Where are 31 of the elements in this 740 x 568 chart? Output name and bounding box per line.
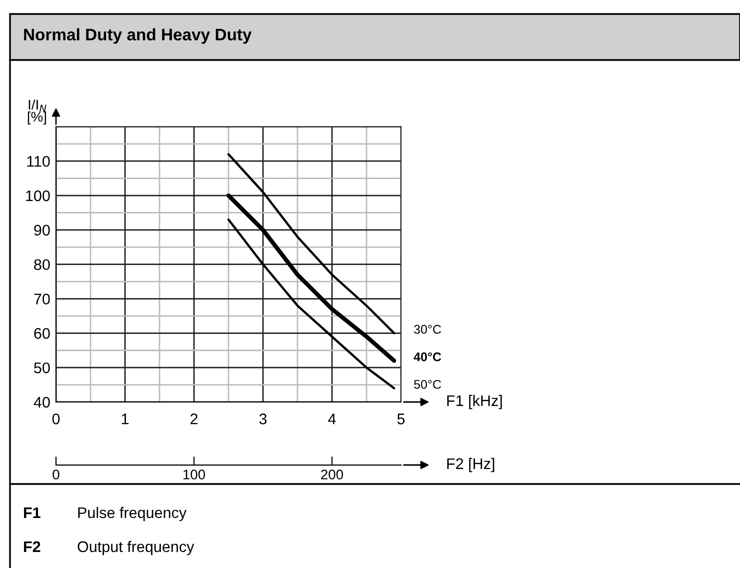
x-axis-title: F1 [kHz] bbox=[447, 394, 502, 410]
x-tick-label: 3 bbox=[259, 414, 267, 424]
x-tick-label: 0 bbox=[52, 414, 60, 424]
series-label: 30°C bbox=[414, 324, 441, 334]
y-tick-label: 100 bbox=[26, 190, 50, 202]
x2-tick-label: 0 bbox=[52, 470, 60, 480]
text: F1 bbox=[24, 507, 40, 518]
chart-title: Normal Duty and Heavy Duty bbox=[24, 28, 252, 44]
x-tick-label: 2 bbox=[190, 414, 198, 424]
line-series bbox=[226, 193, 396, 363]
y-tick-label: 70 bbox=[34, 294, 50, 304]
y-axis-title: I/I$_{N}$ [%] bbox=[28, 99, 46, 124]
y-tick-label: 60 bbox=[34, 328, 50, 339]
y-tick-label: 50 bbox=[34, 362, 50, 374]
y-tick-label: 80 bbox=[34, 259, 50, 270]
x2-axis-title: F2 [Hz] bbox=[447, 458, 494, 472]
x-tick-label: 5 bbox=[397, 414, 405, 424]
x2-tick-label: 100 bbox=[183, 470, 206, 480]
line-series bbox=[227, 218, 396, 390]
line-series bbox=[227, 153, 396, 334]
text: Output frequency bbox=[78, 540, 194, 556]
text: F2 bbox=[24, 541, 40, 552]
series-label: 50°C bbox=[414, 380, 441, 389]
text: Pulse frequency bbox=[78, 506, 187, 522]
x-tick-label: 4 bbox=[328, 414, 336, 424]
series-label: 40°C bbox=[414, 352, 442, 362]
x2-tick-label: 200 bbox=[321, 470, 344, 480]
y-tick-label: 110 bbox=[27, 156, 50, 167]
x-tick-label: 1 bbox=[122, 414, 129, 424]
y-tick-label: 40 bbox=[34, 396, 50, 408]
y-tick-label: 90 bbox=[34, 224, 50, 236]
